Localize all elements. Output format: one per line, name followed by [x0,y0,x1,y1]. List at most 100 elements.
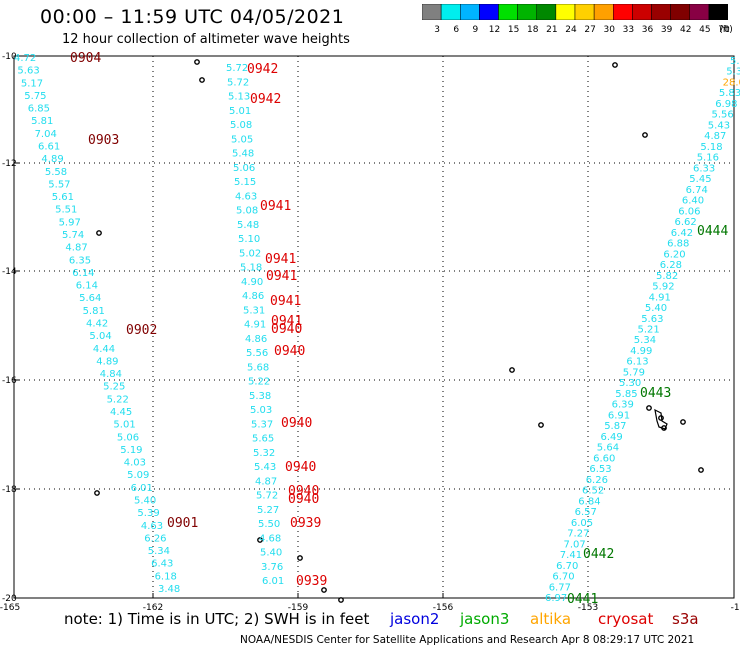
swh-value: 6.84 [578,496,600,507]
pass-time-label: 0940 [281,416,312,431]
island-outline [642,132,648,138]
swh-value: 5.34 [148,546,170,557]
swh-value: 5.68 [247,362,269,373]
swh-value: 5.27 [257,505,279,516]
island-outline [509,367,515,373]
swh-value: 6.85 [28,104,50,115]
swh-value: 6.77 [549,582,571,593]
swh-value: 4.44 [93,344,115,355]
swh-value: 5.33 [726,67,740,78]
swh-value: 6.53 [589,464,611,475]
swh-value: 4.91 [649,292,671,303]
swh-value: 5.81 [31,116,53,127]
swh-value: 5.79 [623,367,645,378]
swh-value: 4.84 [100,369,122,380]
swh-value: 5.97 [59,217,81,228]
color-scale-swatch [708,4,728,20]
swh-value: 5.40 [134,496,156,507]
island-outline [698,467,704,473]
swh-value: 4.89 [96,356,118,367]
color-scale-tick-label: 15 [508,25,519,34]
pass-time-label: 0941 [266,269,297,284]
swh-value: 5.25 [103,382,125,393]
swh-value: 4.68 [259,533,281,544]
swh-value: 5.15 [234,177,256,188]
legend-cryosat: cryosat [598,610,654,628]
swh-value: 5.64 [79,293,101,304]
pass-time-label: 0941 [270,294,301,309]
swh-value: 6.14 [72,268,94,279]
swh-value: 4.89 [41,154,63,165]
swh-value: 6.52 [582,486,604,497]
island-outline [194,59,200,65]
island-outline [321,587,327,593]
swh-value: 6.70 [552,572,574,583]
island-outline [538,422,544,428]
swh-value: 5.74 [62,230,84,241]
swh-value: 5.30 [619,378,641,389]
swh-value: 5.40 [645,303,667,314]
lon-tick-label: -162 [143,603,163,613]
swh-value: 5.37 [251,419,273,430]
page-title: 00:00 – 11:59 UTC 04/05/2021 [40,6,345,28]
swh-value: 5.38 [249,391,271,402]
pass-time-label: 0940 [288,492,319,507]
swh-value: 5.16 [697,153,719,164]
swh-value: 5.04 [89,331,111,342]
swh-value: 5.06 [233,163,255,174]
swh-value: 6.61 [38,142,60,153]
swh-value: 5.51 [55,205,77,216]
swh-value: 5.09 [127,470,149,481]
pass-time-label: 0940 [274,344,305,359]
swh-value: 4.63 [141,521,163,532]
swh-value: 6.20 [663,249,685,260]
swh-value: 5.19 [120,445,142,456]
map-frame [13,55,735,599]
page-subtitle: 12 hour collection of altimeter wave hei… [62,32,350,47]
island-outline [646,405,652,411]
swh-value: 5.72 [256,491,278,502]
swh-value: 5.22 [248,377,270,388]
color-scale-tick-label: 3 [434,25,440,34]
swh-value: 6.74 [686,185,708,196]
swh-value: 6.62 [675,217,697,228]
swh-value: 6.01 [262,576,284,587]
swh-value: 5.61 [52,192,74,203]
island-outline [654,408,668,430]
swh-value: 5.72 [227,77,249,88]
color-scale-tick-label: 12 [489,25,500,34]
swh-value: 6.91 [608,410,630,421]
swh-value: 5.39 [137,508,159,519]
swh-value: 6.26 [144,533,166,544]
pass-time-label: 0942 [247,62,278,77]
swh-value: 5.01 [229,106,251,117]
island-outline [199,77,205,83]
legend-s3a: s3a [672,610,699,628]
swh-value: 5.01 [113,420,135,431]
swh-value: 5.00 [730,56,740,67]
swh-value: 7.41 [560,550,582,561]
swh-value: 5.17 [21,78,43,89]
lat-tick-label: -16 [2,376,17,386]
swh-value: 6.05 [571,518,593,529]
swh-value: 6.43 [151,559,173,570]
island-outline [96,230,102,236]
pass-time-label: 0939 [296,574,327,589]
swh-value: 5.08 [230,120,252,131]
color-scale-tick-label: 36 [642,25,654,34]
swh-value: 4.03 [124,458,146,469]
swh-value: 5.06 [117,432,139,443]
color-scale-bar [422,4,728,20]
lon-tick-label: -153 [578,603,598,613]
color-scale-tick-label: 39 [661,25,673,34]
color-scale-tick-label: 42 [680,25,691,34]
pass-time-label: 0941 [265,252,296,267]
swh-value: 5.34 [634,335,656,346]
swh-value: 4.91 [244,320,266,331]
pass-time-label: 0903 [88,133,119,148]
swh-value: 4.45 [110,407,132,418]
swh-value: 5.87 [604,421,626,432]
lon-tick-label: -159 [288,603,309,613]
swh-value: 5.85 [615,389,637,400]
swh-value: 5.18 [700,142,722,153]
